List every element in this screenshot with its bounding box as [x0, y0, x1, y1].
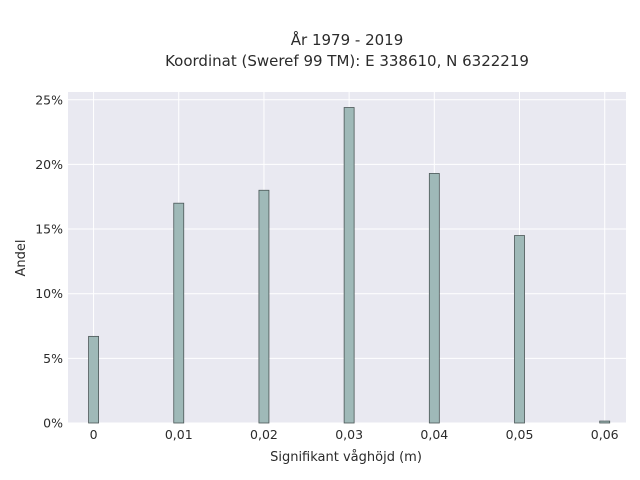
histogram-bar [173, 202, 185, 424]
histogram-bar [428, 173, 440, 424]
x-tick-labels: 0 0,01 0,02 0,03 0,04 0,05 0,06 [90, 427, 619, 442]
y-tick-label: 25% [35, 92, 63, 107]
y-axis-label: Andel [14, 240, 29, 277]
y-tick-label: 20% [35, 157, 63, 172]
histogram-bar [343, 107, 355, 424]
chart-subtitle: Koordinat (Sweref 99 TM): E 338610, N 63… [165, 52, 529, 70]
histogram-bar [599, 420, 611, 424]
y-tick-label: 5% [43, 351, 63, 366]
y-tick-label: 10% [35, 286, 63, 301]
histogram-bar [258, 189, 270, 424]
x-tick-label: 0,06 [591, 427, 619, 442]
y-tick-label: 15% [35, 222, 63, 237]
x-tick-label: 0,03 [335, 427, 363, 442]
bars [88, 107, 611, 424]
x-tick-label: 0,04 [420, 427, 448, 442]
histogram-bar [88, 335, 99, 424]
y-tick-labels: 0% 5% 10% 15% 20% 25% [35, 92, 63, 430]
x-tick-label: 0,02 [250, 427, 278, 442]
x-tick-label: 0 [90, 427, 98, 442]
histogram-bar [514, 235, 525, 424]
x-tick-label: 0,01 [165, 427, 193, 442]
chart-title: År 1979 - 2019 [291, 30, 404, 49]
y-tick-label: 0% [43, 416, 63, 431]
x-axis-label: Signifikant våghöjd (m) [270, 450, 422, 465]
x-tick-label: 0,05 [506, 427, 534, 442]
